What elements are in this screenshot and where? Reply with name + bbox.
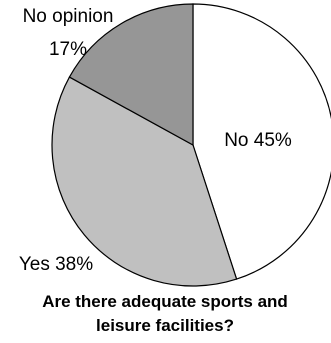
chart-title-line-1: Are there adequate sports and	[42, 292, 288, 311]
slice-label-no: No 45%	[224, 130, 292, 151]
slice-labels: No 45% Yes 38% No opinion 17%	[19, 6, 292, 275]
chart-title-line-2: leisure facilities?	[96, 316, 234, 335]
slice-label-no-opinion-line-2: 17%	[49, 39, 87, 60]
pie-slice-yes	[51, 76, 238, 287]
slice-label-no-opinion-line-1: No opinion	[23, 6, 114, 27]
slice-label-yes: Yes 38%	[19, 254, 93, 275]
pie-slice-no	[192, 3, 331, 280]
pie-slice-no-opinion	[68, 3, 194, 147]
pie-slices	[51, 3, 331, 287]
